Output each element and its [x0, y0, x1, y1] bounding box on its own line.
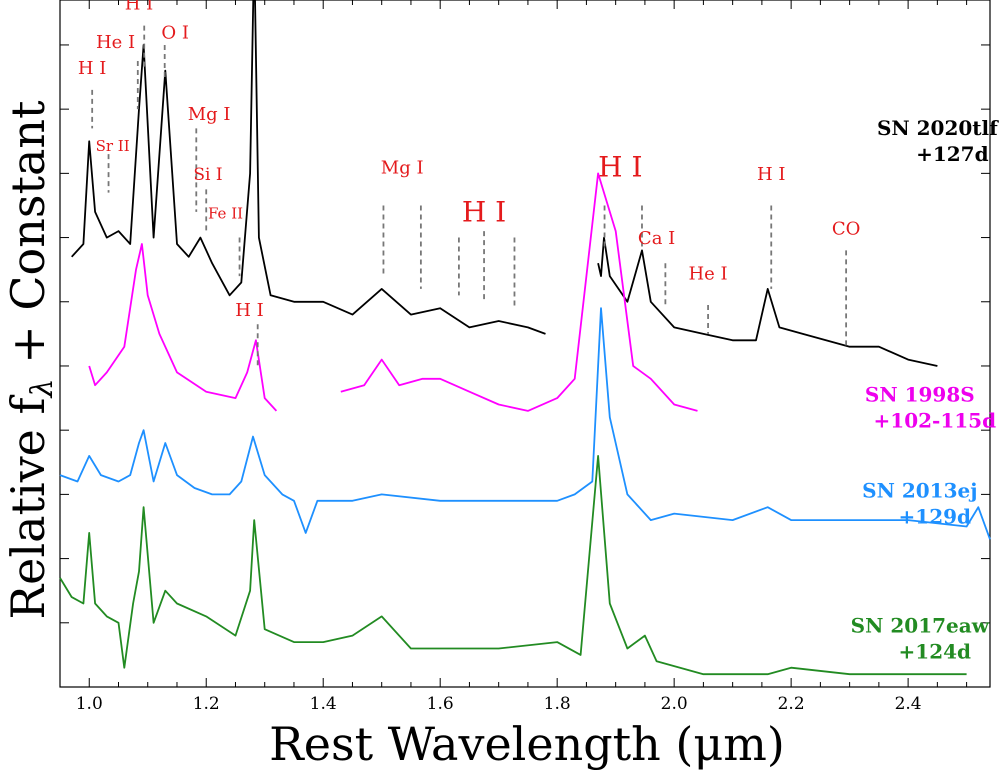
plot-frame: [59, 0, 991, 688]
x-tick-label: 2.2: [778, 694, 805, 714]
series-name-label: SN 2020tlf: [877, 116, 999, 140]
series-name-label: SN 1998S: [865, 382, 975, 406]
series-line-sn-2020tlf: [597, 236, 938, 367]
series-line-sn-2017eaw: [59, 454, 967, 676]
x-tick-label: 2.0: [661, 694, 688, 714]
line-identifications: H I He I H I O I Sr II Mg I Si I Fe II H I Mg I H …: [78, 0, 860, 366]
line-id-label: H I: [598, 151, 642, 184]
x-axis-title: Rest Wavelength (μm): [269, 717, 785, 771]
series-name-label: SN 2017eaw: [851, 613, 990, 637]
line-id-label: He I: [96, 32, 135, 53]
series-line-sn-1998s: [88, 243, 278, 412]
line-id-label: Sr II: [96, 137, 130, 155]
x-tick-label: 1.0: [76, 694, 103, 714]
series-line-sn-1998s: [340, 172, 698, 412]
line-id-label: H I: [462, 196, 506, 229]
line-id-label: O I: [161, 23, 189, 44]
y-axis-title-suffix: + Constant: [1, 100, 55, 378]
line-id-label: Fe II: [208, 204, 243, 222]
x-tick-label: 1.4: [310, 694, 337, 714]
line-id-label: H I: [78, 58, 107, 79]
supernova-labels: SN 2020tlf+127d SN 1998S+102-115d SN 2013e…: [851, 116, 999, 664]
spectra-series: [59, 0, 991, 676]
line-id-label: Mg I: [188, 104, 231, 125]
y-axis-ticks: [60, 44, 990, 624]
series-epoch-label: +124d: [899, 639, 972, 663]
y-axis-title: Relative fλ + Constant: [1, 100, 60, 620]
series-epoch-label: +129d: [899, 505, 972, 529]
plot-area: [59, 0, 991, 688]
line-id-label: H I: [235, 300, 264, 321]
line-id-label: CO: [832, 218, 861, 239]
series-line-sn-2020tlf: [71, 0, 546, 335]
series-epoch-label: +127d: [916, 142, 989, 166]
x-axis-ticks: 1.0 1.2 1.4 1.6 1.8 2.0 2.2 2.4: [59, 0, 968, 714]
series-name-label: SN 2013ej: [862, 479, 977, 503]
line-id-label: Ca I: [638, 228, 675, 249]
x-tick-label: 2.4: [895, 694, 922, 714]
line-id-label: Si I: [193, 165, 222, 185]
series-line-sn-2013ej: [59, 307, 991, 540]
x-tick-label: 1.6: [427, 694, 454, 714]
y-axis-title-main: Relative f: [1, 394, 55, 619]
line-id-label: Mg I: [381, 157, 424, 178]
line-id-label: He I: [688, 263, 727, 284]
series-epoch-label: +102-115d: [874, 408, 997, 432]
line-id-label: H I: [757, 164, 786, 185]
x-tick-label: 1.8: [544, 694, 571, 714]
line-id-label: H I: [125, 0, 154, 15]
x-tick-label: 1.2: [193, 694, 220, 714]
y-axis-title-subscript: λ: [25, 378, 60, 398]
